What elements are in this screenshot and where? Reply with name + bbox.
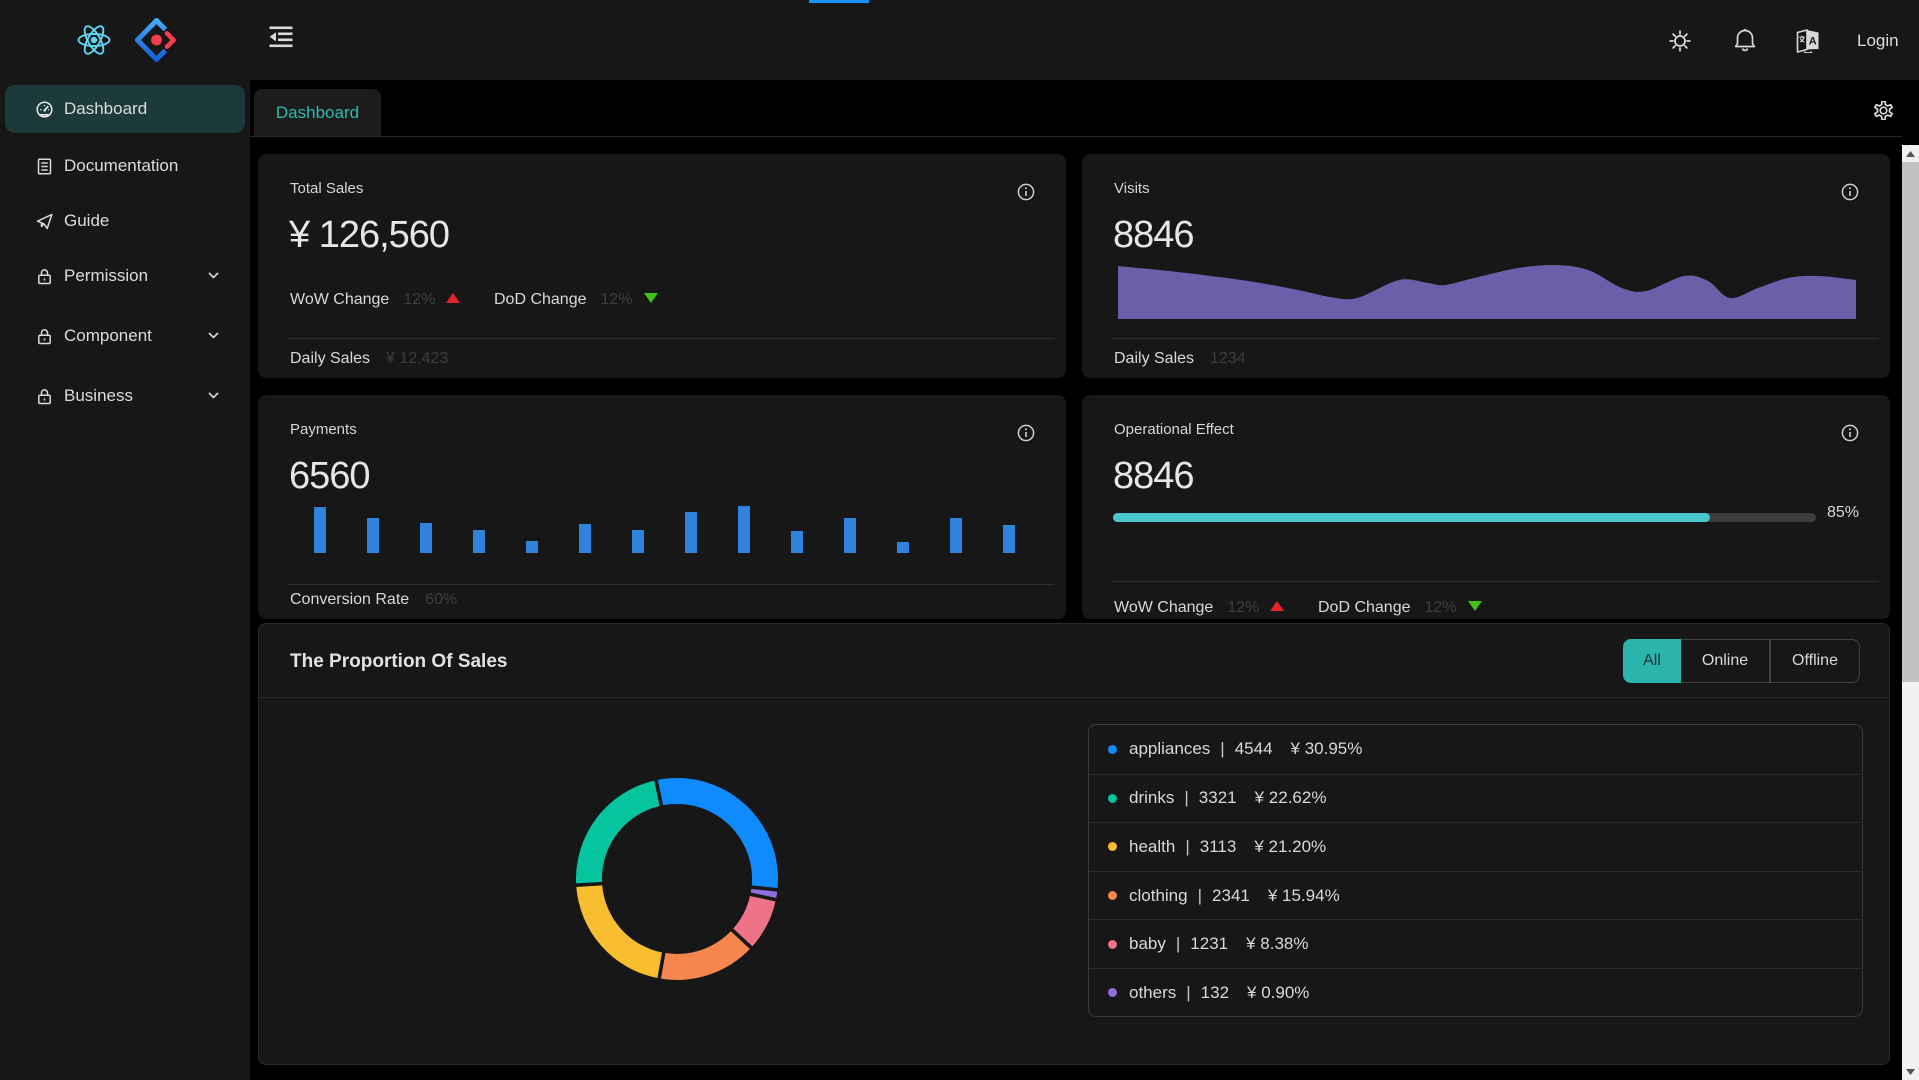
svg-text:A: A [1809, 36, 1817, 48]
